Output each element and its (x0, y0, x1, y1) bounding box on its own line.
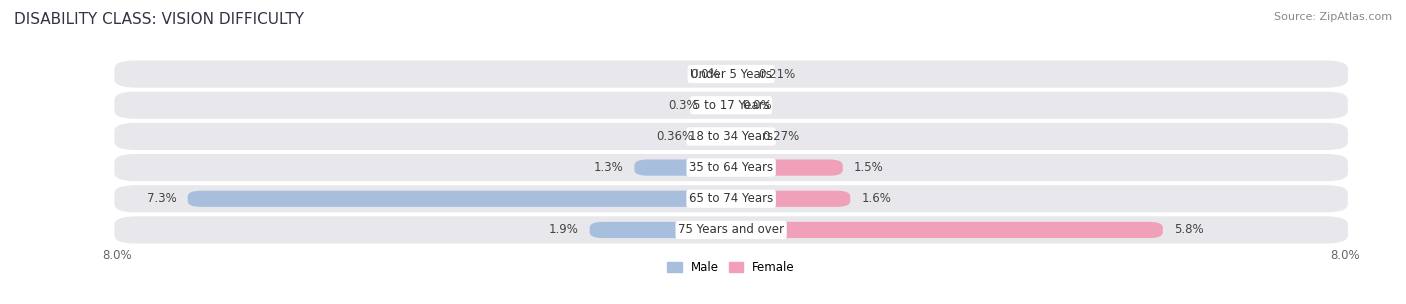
Text: 0.0%: 0.0% (742, 99, 772, 112)
FancyBboxPatch shape (731, 160, 842, 176)
FancyBboxPatch shape (114, 184, 1348, 213)
FancyBboxPatch shape (114, 215, 1348, 245)
FancyBboxPatch shape (114, 91, 1348, 120)
Text: 0.36%: 0.36% (657, 130, 693, 143)
Text: 8.0%: 8.0% (103, 249, 132, 262)
Text: 5 to 17 Years: 5 to 17 Years (693, 99, 769, 112)
Text: 0.3%: 0.3% (668, 99, 697, 112)
Text: Source: ZipAtlas.com: Source: ZipAtlas.com (1274, 12, 1392, 22)
FancyBboxPatch shape (114, 153, 1348, 182)
Text: 0.0%: 0.0% (690, 67, 720, 81)
Text: 35 to 64 Years: 35 to 64 Years (689, 161, 773, 174)
Text: 75 Years and over: 75 Years and over (678, 223, 785, 237)
FancyBboxPatch shape (704, 128, 731, 144)
Legend: Male, Female: Male, Female (662, 256, 800, 278)
Text: 0.27%: 0.27% (762, 130, 800, 143)
FancyBboxPatch shape (731, 128, 751, 144)
FancyBboxPatch shape (589, 222, 731, 238)
Text: 1.9%: 1.9% (548, 223, 578, 237)
FancyBboxPatch shape (731, 66, 747, 82)
Text: 0.21%: 0.21% (758, 67, 796, 81)
Text: 1.3%: 1.3% (593, 161, 623, 174)
Text: Under 5 Years: Under 5 Years (690, 67, 772, 81)
Text: 65 to 74 Years: 65 to 74 Years (689, 192, 773, 205)
FancyBboxPatch shape (634, 160, 731, 176)
Text: 8.0%: 8.0% (1330, 249, 1360, 262)
FancyBboxPatch shape (114, 59, 1348, 89)
Text: 1.6%: 1.6% (862, 192, 891, 205)
FancyBboxPatch shape (188, 191, 731, 207)
FancyBboxPatch shape (709, 97, 731, 113)
FancyBboxPatch shape (731, 191, 851, 207)
FancyBboxPatch shape (731, 222, 1163, 238)
Text: 18 to 34 Years: 18 to 34 Years (689, 130, 773, 143)
Text: 5.8%: 5.8% (1174, 223, 1204, 237)
Text: 7.3%: 7.3% (146, 192, 177, 205)
FancyBboxPatch shape (114, 122, 1348, 151)
Text: 1.5%: 1.5% (853, 161, 884, 174)
Text: DISABILITY CLASS: VISION DIFFICULTY: DISABILITY CLASS: VISION DIFFICULTY (14, 12, 304, 27)
